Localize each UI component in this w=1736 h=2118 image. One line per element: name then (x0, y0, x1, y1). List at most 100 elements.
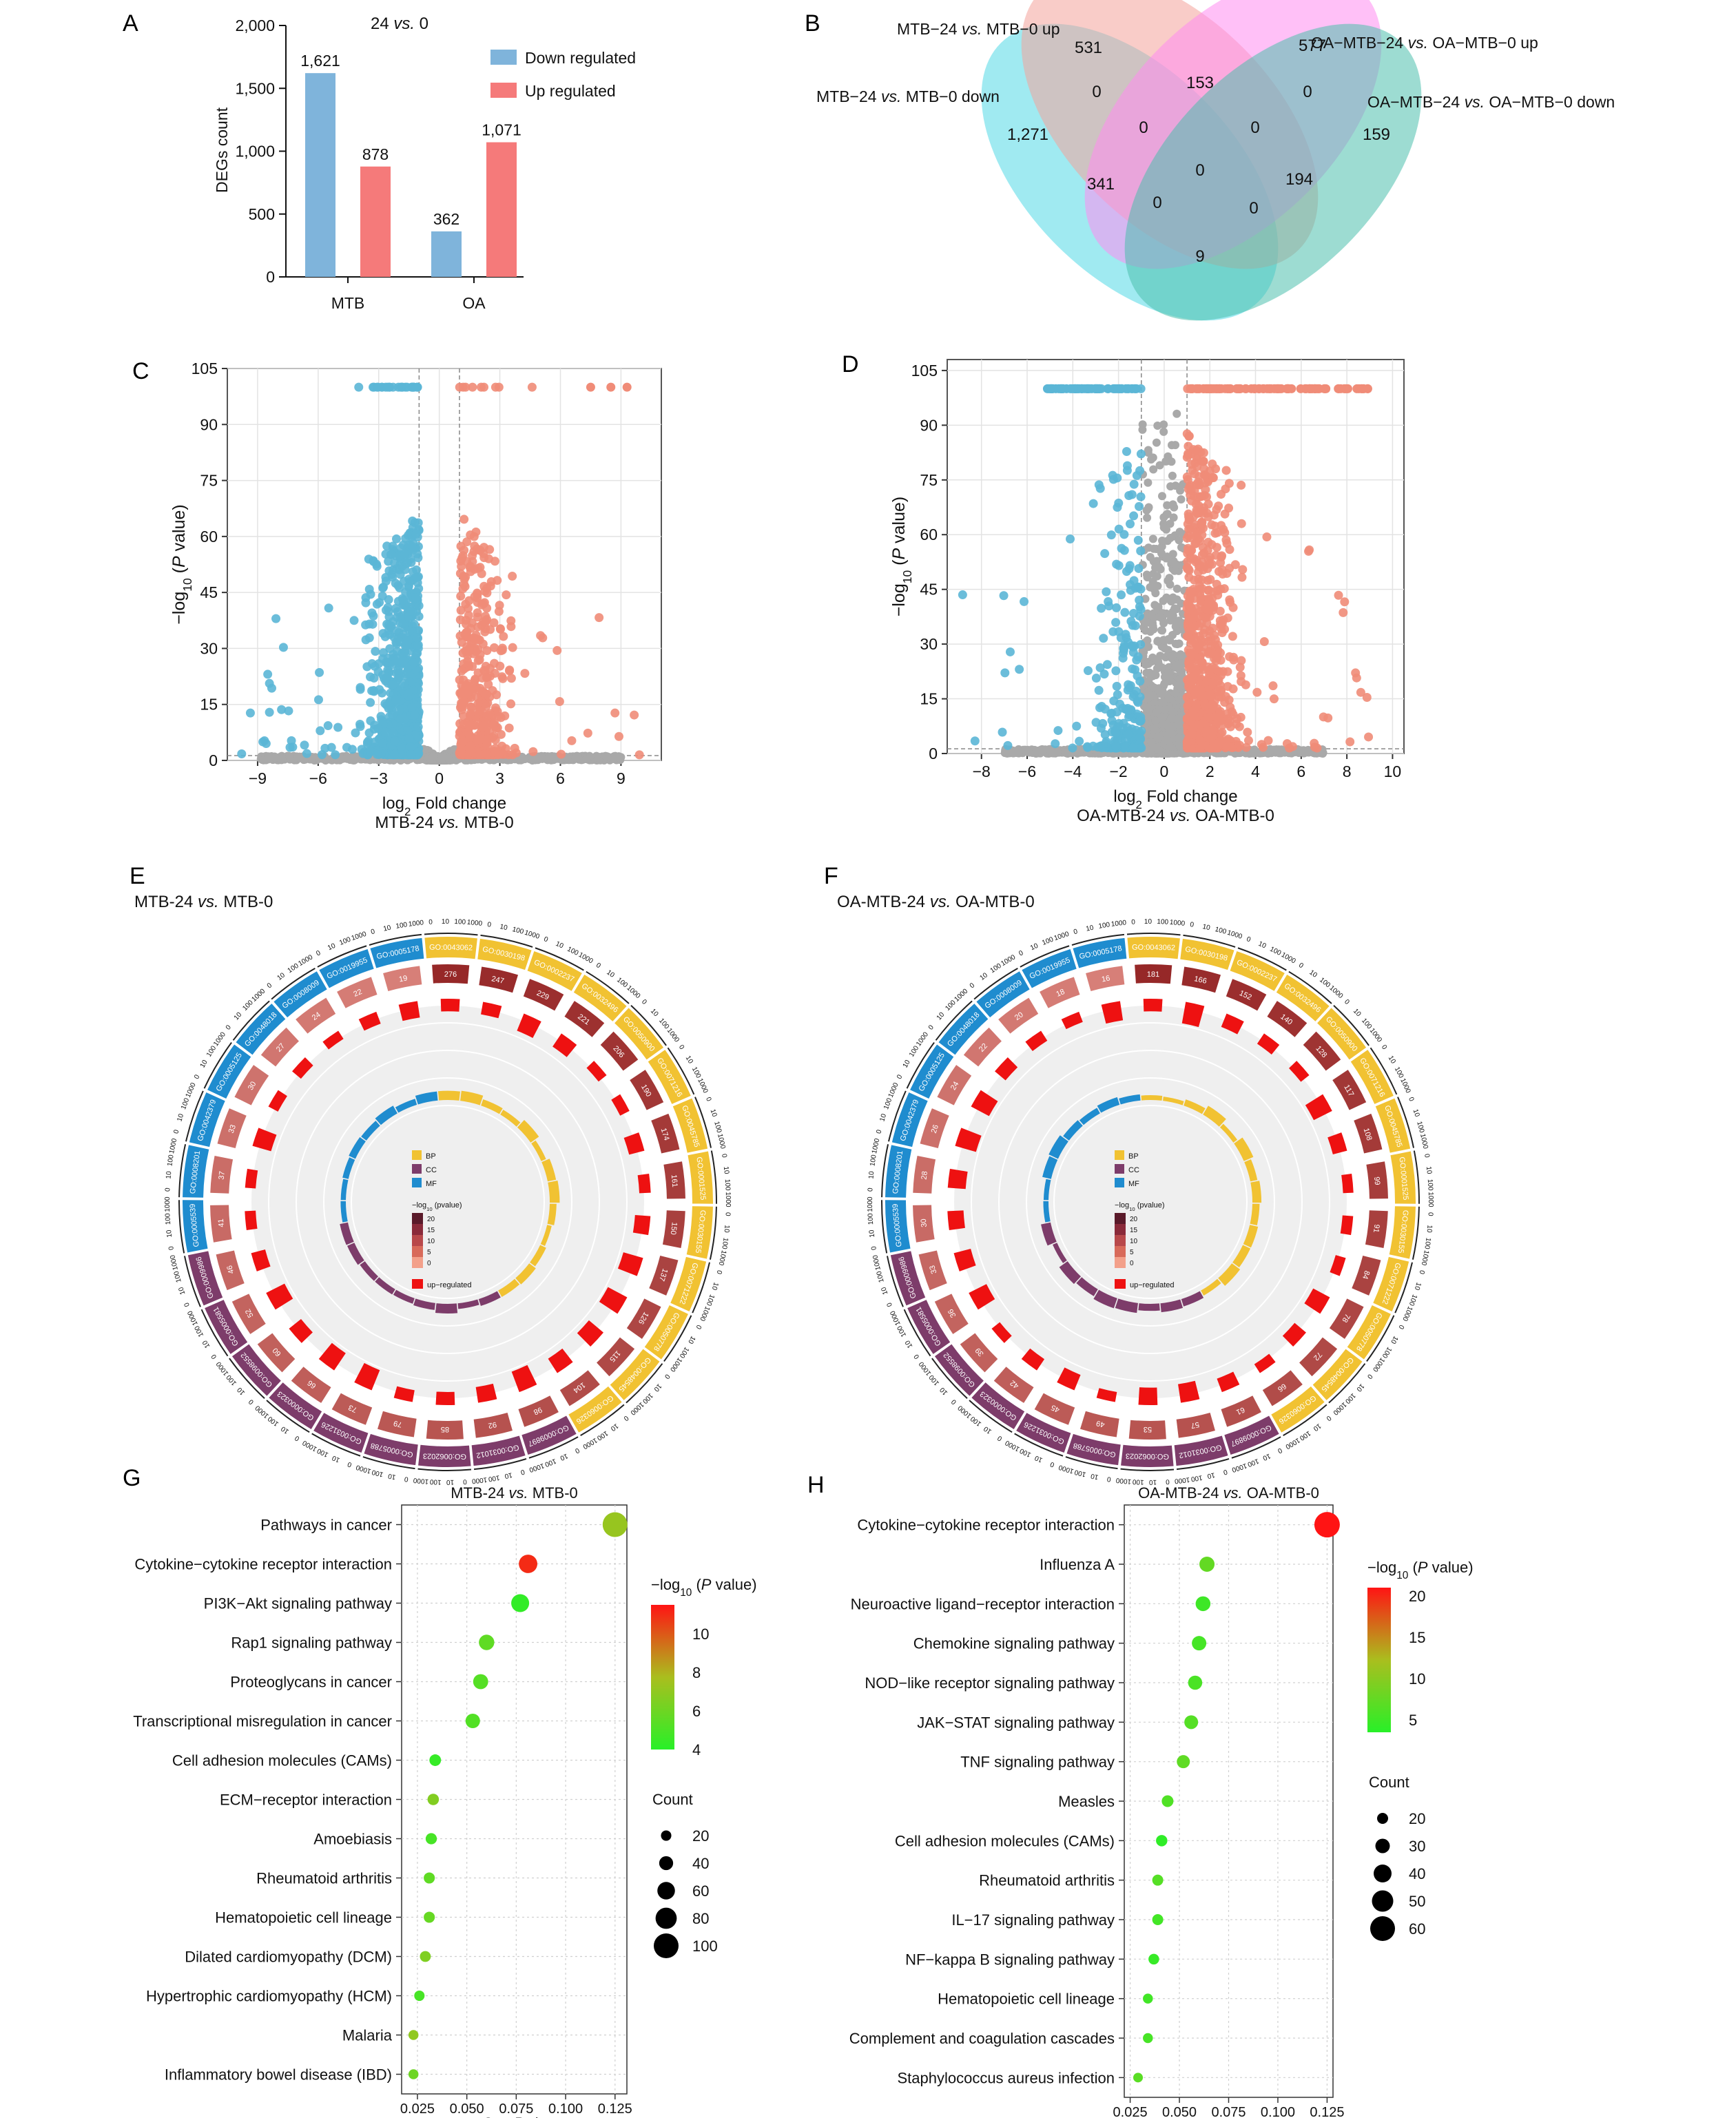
venn-region-count: 0 (1195, 161, 1204, 180)
venn-region-count: 0 (1092, 83, 1101, 101)
x-tick-label: −6 (309, 769, 327, 787)
point-up (459, 546, 469, 555)
bar-value-label: 878 (362, 145, 389, 163)
point-up (567, 736, 577, 745)
point-down (404, 734, 414, 743)
venn-region-count: 0 (1249, 199, 1258, 218)
point-down (271, 614, 281, 623)
point-up (479, 382, 488, 392)
point-down (413, 382, 422, 392)
bar-down-regulated (431, 231, 462, 277)
point-up (482, 673, 491, 683)
point-up (634, 750, 644, 760)
y-tick-label: 0 (209, 751, 218, 769)
point-down (366, 590, 375, 599)
y-tick-label: 45 (920, 581, 938, 599)
point-up (457, 666, 466, 676)
point-down (278, 643, 288, 652)
point-down (381, 577, 391, 586)
point-up (595, 613, 604, 623)
point-up (480, 627, 490, 636)
x-tick-label: −2 (1110, 762, 1128, 780)
point-down (349, 616, 359, 625)
point-up (493, 750, 503, 760)
venn-set-4 (1124, 23, 1422, 321)
point-up (485, 663, 495, 673)
point-down (384, 382, 394, 392)
point-down (371, 647, 380, 656)
chart-subtitle: MTB-24 vs. MTB-0 (375, 813, 513, 832)
x-tick-label: MTB (331, 294, 365, 312)
venn-region-count: 9 (1195, 247, 1204, 266)
point-up (527, 382, 537, 392)
point-down (390, 736, 400, 746)
point-down (313, 695, 323, 705)
point-up (495, 625, 505, 634)
point-up (464, 596, 474, 605)
point-up (489, 618, 499, 627)
point-up (473, 563, 483, 573)
panel-letter-f: F (824, 863, 838, 889)
point-down (245, 708, 255, 718)
point-down (367, 686, 377, 696)
point-down (366, 698, 375, 707)
point-down (411, 529, 421, 539)
point-down (393, 654, 402, 663)
point-down (265, 707, 274, 717)
point-ns (582, 755, 591, 764)
x-tick-label: −8 (973, 762, 991, 780)
point-down (302, 749, 311, 758)
legend-swatch (490, 50, 517, 65)
point-down (406, 541, 416, 550)
point-up (468, 633, 478, 643)
venn-region-count: 159 (1363, 125, 1390, 144)
panel-letter-g: G (123, 1465, 141, 1491)
point-up (456, 592, 466, 601)
venn-region-count: 531 (1075, 39, 1102, 57)
point-up (494, 607, 504, 616)
point-down (393, 382, 403, 392)
point-down (315, 667, 324, 677)
point-down (396, 543, 406, 553)
y-tick-label: 1,000 (235, 143, 275, 160)
point-down (362, 662, 372, 672)
point-down (373, 724, 383, 734)
point-down (413, 572, 422, 582)
point-down (398, 595, 408, 605)
point-down (414, 612, 424, 621)
point-down (364, 633, 374, 643)
point-down (284, 706, 293, 716)
point-up (555, 696, 564, 706)
point-ns (538, 754, 547, 762)
y-tick-label: 500 (249, 205, 275, 223)
point-down (406, 749, 416, 759)
x-tick-label: 10 (1384, 762, 1402, 780)
y-tick-label: 75 (920, 471, 938, 489)
y-tick-label: 15 (200, 696, 218, 714)
point-up (455, 382, 464, 392)
y-tick-label: 90 (920, 416, 938, 434)
x-tick-label: −6 (1018, 762, 1036, 780)
point-down (384, 612, 394, 622)
point-up (536, 631, 546, 641)
point-up (508, 572, 517, 581)
point-up (464, 645, 474, 655)
legend-label: Up regulated (525, 82, 616, 100)
point-up (614, 731, 623, 741)
point-down (385, 644, 395, 654)
y-tick-label: 15 (920, 690, 938, 708)
x-tick-label: 3 (495, 769, 504, 787)
point-up (461, 572, 471, 582)
x-tick-label: OA (462, 294, 486, 312)
point-down (391, 695, 401, 705)
point-ns (571, 754, 580, 762)
point-ns (548, 751, 557, 760)
panel-letter-h: H (807, 1472, 825, 1498)
point-down (392, 626, 402, 636)
y-tick-label: 60 (920, 526, 938, 543)
point-up (482, 749, 491, 759)
bar-down-regulated (305, 73, 335, 277)
